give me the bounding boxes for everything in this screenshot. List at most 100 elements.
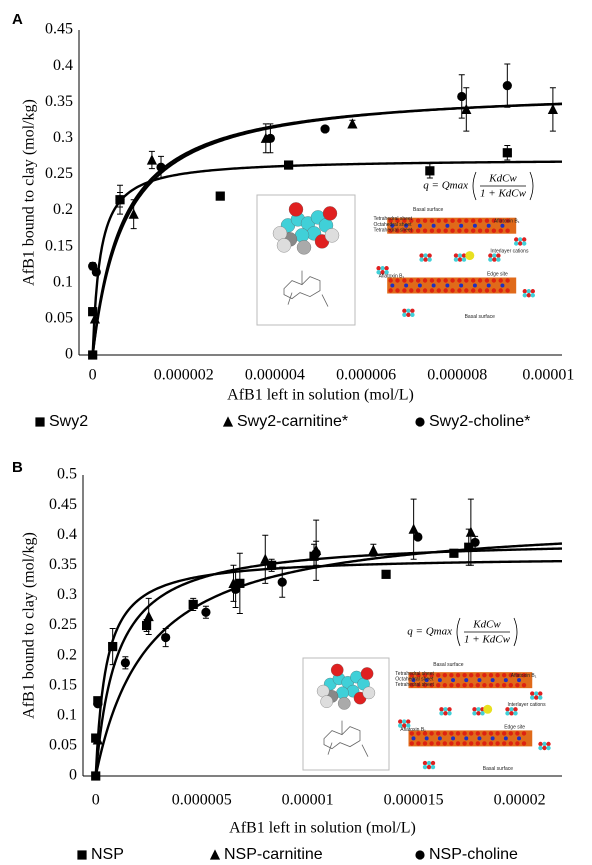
clay-atom: [502, 683, 506, 687]
clay-atom: [416, 229, 420, 233]
marker-triangle: [409, 524, 419, 534]
x-axis-title: AfB1 left in solution (mol/L): [229, 820, 416, 837]
inset-label: Edge site: [504, 725, 525, 731]
adsorbed-atom: [427, 253, 431, 257]
legend-marker: [223, 416, 233, 426]
legend-marker: [415, 850, 424, 859]
marker-square: [284, 160, 293, 169]
adsorbed-atom: [454, 257, 458, 261]
clay-atom: [449, 673, 453, 677]
clay-atom: [449, 741, 453, 745]
adsorbed-atom: [531, 289, 535, 293]
clay-atom: [438, 678, 442, 682]
clay-atom: [436, 673, 440, 677]
marker-square: [425, 166, 434, 175]
x-tick-label: 0.000005: [172, 792, 232, 809]
clay-atom: [402, 288, 406, 292]
y-tick-label: 0.3: [57, 586, 77, 603]
adsorbed-atom: [406, 719, 410, 723]
adsorbed-atom: [530, 691, 534, 695]
inset-label: Tetrahedral sheet: [373, 228, 412, 234]
clay-atom: [459, 284, 463, 288]
y-tick-label: 0.15: [45, 237, 73, 254]
adsorbed-atom: [410, 313, 414, 317]
clay-atom: [482, 683, 486, 687]
adsorbed-atom: [542, 746, 546, 750]
adsorbed-atom: [423, 253, 427, 257]
equation-denominator: 1 + KdCw: [480, 188, 527, 200]
marker-circle: [471, 538, 480, 547]
marker-circle: [457, 92, 466, 101]
clay-atom: [471, 288, 475, 292]
adsorbed-atom: [410, 309, 414, 313]
x-tick-label: 0: [89, 367, 97, 384]
marker-circle: [115, 195, 124, 204]
marker-circle: [201, 608, 210, 617]
y-tick-label: 0.15: [49, 676, 77, 693]
clay-atom: [487, 284, 491, 288]
clay-atom: [464, 229, 468, 233]
clay-atom: [495, 683, 499, 687]
clay-atom: [482, 741, 486, 745]
y-tick-label: 0.5: [57, 466, 77, 483]
clay-atom: [515, 683, 519, 687]
marker-circle: [93, 699, 102, 708]
y-tick-label: 0.3: [53, 129, 73, 146]
clay-atom: [430, 219, 434, 223]
adsorbed-atom: [546, 742, 550, 746]
molecule-atom: [289, 202, 303, 216]
adsorbed-atom: [427, 761, 431, 765]
legend-marker: [415, 417, 424, 426]
clay-atom: [495, 741, 499, 745]
legend-label: NSP-carnitine: [224, 846, 323, 863]
clay-atom: [471, 219, 475, 223]
clay-atom: [409, 278, 413, 282]
marker-triangle: [466, 527, 476, 537]
clay-atom: [522, 741, 526, 745]
clay-atom: [404, 284, 408, 288]
clay-atom: [491, 678, 495, 682]
molecule-atom: [295, 228, 309, 242]
y-tick-label: 0.25: [45, 165, 73, 182]
y-tick-label: 0.1: [57, 706, 77, 723]
adsorbed-atom: [439, 707, 443, 711]
clay-atom: [449, 683, 453, 687]
y-tick-label: 0.4: [57, 526, 77, 543]
clay-atom: [443, 219, 447, 223]
adsorbed-atom: [505, 711, 509, 715]
x-tick-label: 0.00001: [282, 792, 334, 809]
clay-atom: [500, 284, 504, 288]
clay-atom: [509, 741, 513, 745]
panel-label: B: [12, 459, 23, 476]
adsorbed-atom: [458, 253, 462, 257]
clay-atom: [456, 683, 460, 687]
clay-atom: [443, 741, 447, 745]
clay-atom: [450, 288, 454, 292]
adsorbed-atom: [496, 257, 500, 261]
clay-atom: [509, 683, 513, 687]
clay-atom: [423, 219, 427, 223]
inset-label: Aflatoxin B₁: [400, 727, 426, 733]
clay-atom: [504, 678, 508, 682]
clay-atom: [471, 278, 475, 282]
inset-label: Interlayer cations: [490, 248, 529, 254]
clay-atom: [436, 741, 440, 745]
x-tick-label: 0.00002: [494, 792, 546, 809]
inset-label: Basal surface: [465, 314, 496, 320]
clay-atom: [495, 731, 499, 735]
clay-atom: [485, 219, 489, 223]
clay-atom: [437, 288, 441, 292]
adsorbed-atom: [538, 691, 542, 695]
clay-atom: [443, 683, 447, 687]
clay-atom: [517, 736, 521, 740]
clay-atom: [491, 736, 495, 740]
y-tick-label: 0.2: [53, 201, 73, 218]
figure: A00.050.10.150.20.250.30.350.40.4500.000…: [0, 0, 592, 865]
x-tick-label: 0.000015: [384, 792, 444, 809]
y-tick-label: 0: [65, 346, 73, 363]
x-tick-label: 0.000006: [336, 367, 396, 384]
clay-atom: [445, 284, 449, 288]
molecule-atom: [361, 667, 373, 679]
panel-label: A: [12, 11, 23, 28]
x-tick-label: 0.00001: [522, 367, 574, 384]
